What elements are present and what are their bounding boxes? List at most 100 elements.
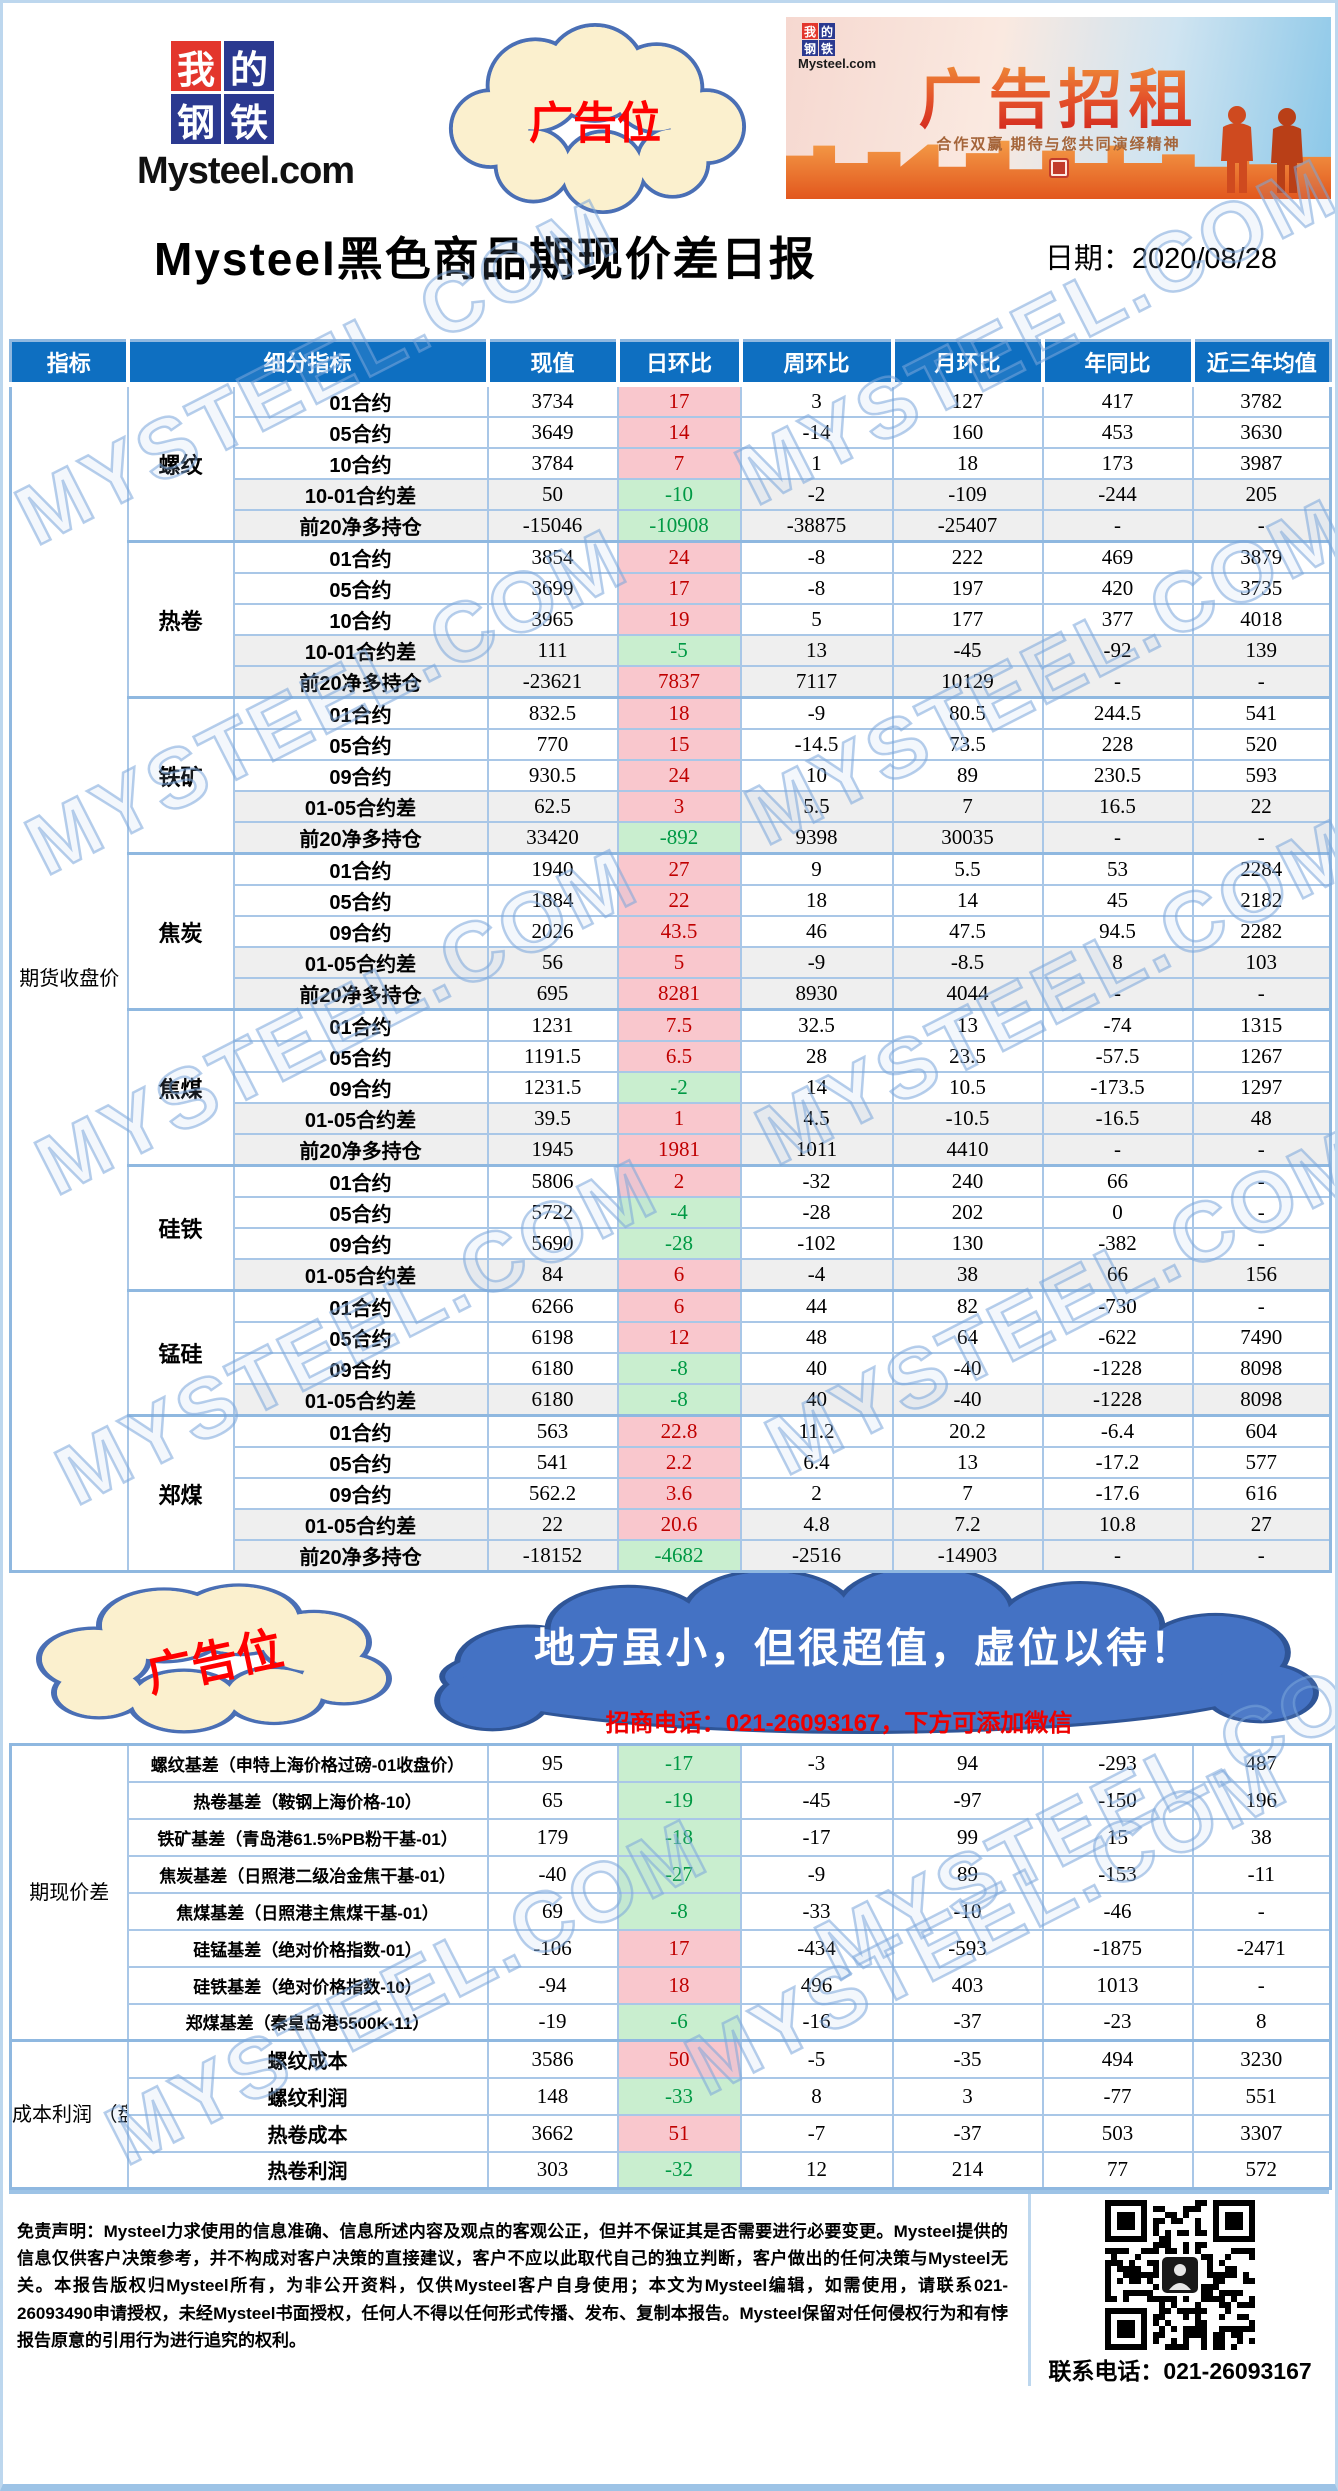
value-cell: 94.5 [1041,915,1194,948]
logo-char: 的 [224,41,274,92]
table-row: 05合约 770 15 -14.5 73.5 228 520 [11,728,1332,761]
sub-indicator-label: 铁矿基差（青岛港61.5%PB粉干基-01） [126,1817,489,1857]
value-cell: 66 [1041,1164,1194,1198]
value-cell: - [1191,665,1332,699]
value-cell: 3307 [1191,2113,1332,2153]
sub-indicator-label: 01合约 [232,383,489,418]
column-header: 年同比 [1042,340,1195,387]
dod-value-cell: 20.6 [616,1508,742,1541]
value-cell: 3 [739,383,894,418]
seal-icon [1048,158,1069,178]
table-row: 01-05合约差 39.5 1 4.5 -10.5 -16.5 48 [11,1102,1332,1135]
value-cell: 8 [1191,2002,1332,2042]
value-cell: - [1191,977,1332,1011]
value-cell: 15 [1041,1817,1194,1857]
logo-char: 的 [819,23,835,39]
sub-indicator-label: 05合约 [232,1040,489,1073]
value-cell: 1945 [486,1133,619,1167]
value-cell: 8930 [739,977,894,1011]
sub-indicator-label: 09合约 [232,1477,489,1510]
sub-indicator-label: 前20净多持仓 [232,821,489,855]
mysteel-logo-icon: 我 的 钢 铁 [171,41,275,145]
ad-banner[interactable]: 我 的 钢 铁 Mysteel.com 广告招租 合作双赢 期待与您共同演绎精神 [786,17,1331,199]
wechat-qr-code[interactable] [1099,2200,1261,2350]
disclaimer-text: 免责声明：Mysteel力求使用的信息准确、信息所述内容及观点的客观公正，但并不… [9,2194,1031,2386]
value-cell: 496 [739,1965,894,2005]
sub-indicator-label: 01合约 [232,852,489,886]
value-cell: 3662 [486,2113,619,2153]
sub-indicator-label: 焦炭基差（日照港二级冶金焦干基-01） [126,1854,489,1894]
value-cell: 4410 [891,1133,1044,1167]
value-cell: - [1191,1164,1332,1198]
value-cell: - [1041,665,1194,699]
dod-value-cell: 18 [616,1965,742,2005]
dod-value-cell: -17 [616,1743,742,1783]
dod-value-cell: -32 [616,2150,742,2190]
value-cell: -102 [739,1227,894,1260]
value-cell: 6180 [486,1352,619,1385]
value-cell: -622 [1041,1321,1194,1354]
value-cell: 6180 [486,1383,619,1417]
sub-indicator-label: 螺纹基差（申特上海价格过磅-01收盘价） [126,1743,489,1783]
value-cell: -40 [486,1854,619,1894]
value-cell: 40 [739,1383,894,1417]
title-row: Mysteel黑色商品期现价差日报 日期：2020/08/28 [9,223,1329,289]
dod-value-cell: -27 [616,1854,742,1894]
logo-domain-text: Mysteel.com [798,56,876,71]
value-cell: -153 [1041,1854,1194,1894]
value-cell: -10.5 [891,1102,1044,1135]
value-cell: 156 [1191,1258,1332,1292]
ad-band[interactable]: 广告位 地方虽小，但很超值，虚位以待！ 招商电话：021-26093167，下方… [9,1573,1329,1743]
banner-subtitle: 合作双赢 期待与您共同演绎精神 [936,136,1181,153]
value-cell: 2 [739,1477,894,1510]
sub-indicator-label: 10合约 [232,603,489,636]
page-title: Mysteel黑色商品期现价差日报 [154,233,817,285]
value-cell: 616 [1191,1477,1332,1510]
sub-indicator-label: 05合约 [232,416,489,449]
value-cell: 64 [891,1321,1044,1354]
value-cell: -9 [739,1854,894,1894]
value-cell: -173.5 [1041,1071,1194,1104]
dod-value-cell: 43.5 [616,915,742,948]
table-row: 05合约 1884 22 18 14 45 2182 [11,884,1332,917]
value-cell: - [1041,977,1194,1011]
sub-indicator-label: 05合约 [232,1321,489,1354]
dod-value-cell: 17 [616,383,742,418]
value-cell: 16.5 [1041,790,1194,823]
value-cell: 551 [1191,2076,1332,2116]
commodity-label: 铁矿 [126,696,235,855]
dod-value-cell: 6 [616,1289,742,1323]
value-cell: 4018 [1191,603,1332,636]
dod-value-cell: -10908 [616,509,742,543]
value-cell: - [1191,1891,1332,1931]
value-cell: 18 [739,884,894,917]
value-cell: 94 [891,1743,1044,1783]
table-row: 期现价差 螺纹基差（申特上海价格过磅-01收盘价） 95 -17 -3 94 -293 487 [9,1743,1332,2042]
table-row: 螺纹利润 148 -33 8 3 -77 551 [11,2076,1332,2116]
value-cell: 3965 [486,603,619,636]
value-cell: 173 [1041,447,1194,480]
column-header: 月环比 [892,340,1045,387]
report-header: 我 的 钢 铁 Mysteel.com 广告位 [9,3,1331,339]
value-cell: 5722 [486,1196,619,1229]
sub-indicator-label: 09合约 [232,1227,489,1260]
value-cell: -293 [1041,1743,1194,1783]
table-row: 硅锰基差（绝对价格指数-01） -106 17 -434 -593 -1875 -2471 [11,1928,1332,1968]
value-cell: 160 [891,416,1044,449]
sub-indicator-label: 前20净多持仓 [232,509,489,543]
value-cell: 47.5 [891,915,1044,948]
value-cell: 8 [739,2076,894,2116]
value-cell: -35 [891,2039,1044,2079]
value-cell: - [1191,1133,1332,1167]
value-cell: 39.5 [486,1102,619,1135]
value-cell: -17.2 [1041,1446,1194,1479]
table-row: 锰硅 01合约 6266 6 44 82 -730- [11,1289,1332,1417]
value-cell: 5690 [486,1227,619,1260]
value-cell: 563 [486,1414,619,1448]
value-cell: 1940 [486,852,619,886]
value-cell: 3735 [1191,572,1332,605]
value-cell: -5 [739,2039,894,2079]
logo-char: 铁 [819,40,835,56]
